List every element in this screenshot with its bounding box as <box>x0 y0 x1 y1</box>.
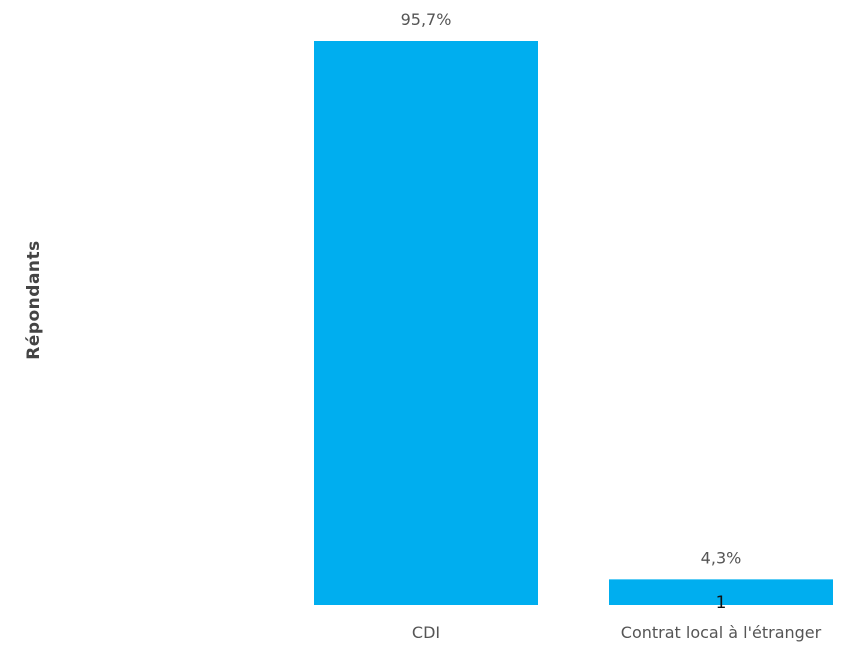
bar-percent-label-1: 4,3% <box>701 548 742 567</box>
bar-0 <box>314 41 538 605</box>
bar-percent-label-0: 95,7% <box>401 10 452 29</box>
bar-count-label-1: 1 <box>716 593 727 613</box>
bar-1 <box>609 579 833 605</box>
labels-layer: 95,7% CDI 4,3% 1 Contrat local à l'étranger <box>401 10 822 642</box>
x-tick-label-1: Contrat local à l'étranger <box>621 623 822 642</box>
bars-layer <box>314 41 833 605</box>
y-axis-label: Répondants <box>24 240 44 360</box>
x-tick-label-0: CDI <box>412 623 440 642</box>
